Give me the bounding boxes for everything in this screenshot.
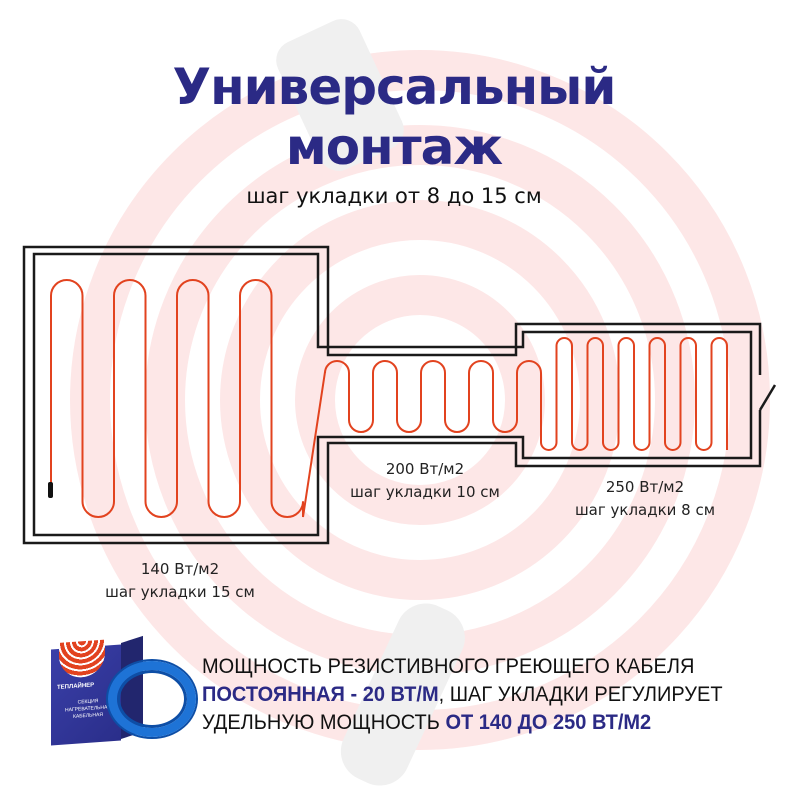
zone-label-140: 140 Вт/м2 шаг укладки 15 см [100,558,260,604]
cable-end-sleeve [48,482,53,498]
door [758,384,777,411]
cable-coil-icon [108,661,196,737]
heating-cable [50,279,728,518]
plug-icon [276,19,465,786]
info-text-part: УДЕЛЬНУЮ МОЩНОСТЬ [202,710,446,734]
info-text-part: , ШАГ УКЛАДКИ РЕГУЛИРУЕТ [438,682,723,706]
zone-power: 140 Вт/м2 [140,560,220,578]
info-highlight: ОТ 140 ДО 250 ВТ/М2 [445,710,652,734]
inner-wall [32,252,753,537]
zone-label-250: 250 Вт/м2 шаг укладки 8 см [565,476,725,522]
zone-power: 200 Вт/м2 [385,460,465,478]
zone-step: шаг укладки 15 см [105,583,255,601]
info-text: МОЩНОСТЬ РЕЗИСТИВНОГО ГРЕЮЩЕГО КАБЕЛЯ ПО… [202,652,723,736]
outer-wall [22,245,762,545]
zone-step: шаг укладки 10 см [350,483,500,501]
title-line-1: Универсальный [172,58,617,116]
info-highlight: ПОСТОЯННАЯ - 20 ВТ/М [202,682,439,706]
info-line-1: МОЩНОСТЬ РЕЗИСТИВНОГО ГРЕЮЩЕГО КАБЕЛЯ [202,654,695,678]
subtitle: шаг укладки от 8 до 15 см [246,184,542,208]
info-line-2: ПОСТОЯННАЯ - 20 ВТ/М, ШАГ УКЛАДКИ РЕГУЛИ… [202,680,723,708]
zone-power: 250 Вт/м2 [605,478,685,496]
zone-step: шаг укладки 8 см [574,501,716,519]
product-label: СЕКЦИЯ НАГРЕВАТЕЛЬНАЯ КАБЕЛЬНАЯ [65,698,111,720]
zone-label-200: 200 Вт/м2 шаг укладки 10 см [340,458,510,504]
product-brand: ТЕПЛАЙНЕР [57,682,95,692]
info-line-3: УДЕЛЬНУЮ МОЩНОСТЬ ОТ 140 ДО 250 ВТ/М2 [202,708,723,736]
heat-rings-icon [59,639,105,679]
title-line-2: монтаж [285,118,503,176]
product-image: ТЕПЛАЙНЕР СЕКЦИЯ НАГРЕВАТЕЛЬНАЯ КАБЕЛЬНА… [48,635,198,753]
